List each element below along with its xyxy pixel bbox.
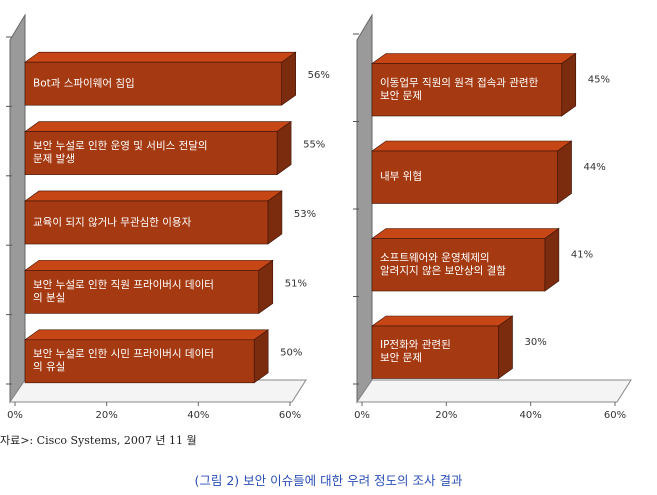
bar-top xyxy=(24,51,297,63)
value-label: 53% xyxy=(294,209,316,220)
value-label: 30% xyxy=(525,337,547,348)
x-tick-label: 0% xyxy=(7,410,23,421)
bar-front xyxy=(371,238,546,292)
value-label: 55% xyxy=(303,139,325,150)
bar-front xyxy=(371,63,563,117)
category-label: 소프트웨어와 운영체제의 알려지지 않은 보안상의 결함 xyxy=(380,251,506,277)
bar-side xyxy=(557,140,572,205)
category-label: Bot과 스파이웨어 침입 xyxy=(33,77,135,90)
x-tick-label: 20% xyxy=(435,410,457,421)
bar-front xyxy=(24,270,260,314)
value-label: 45% xyxy=(588,74,610,85)
floor xyxy=(9,379,307,403)
side-wall xyxy=(356,13,373,404)
x-tick-label: 60% xyxy=(604,410,626,421)
x-tick-label: 20% xyxy=(96,410,118,421)
value-label: 50% xyxy=(280,348,302,359)
side-wall xyxy=(9,13,26,404)
value-label: 44% xyxy=(584,162,606,173)
bar-top xyxy=(371,53,577,64)
bar-front xyxy=(24,200,269,245)
bar-top xyxy=(24,190,283,202)
bar xyxy=(371,315,514,380)
bar xyxy=(24,51,297,106)
category-label: 교육이 되지 않거나 무관심한 이용자 xyxy=(33,216,192,228)
bar xyxy=(24,190,283,245)
bar-side xyxy=(498,315,513,380)
bar xyxy=(24,259,274,314)
bar xyxy=(371,52,577,117)
bar-front xyxy=(24,61,282,106)
bar-top xyxy=(24,329,270,341)
bar-side xyxy=(561,52,577,117)
bar-front xyxy=(371,325,499,379)
bar-top xyxy=(24,260,274,271)
x-tick-label: 40% xyxy=(520,410,542,421)
bar-front xyxy=(371,150,558,204)
bar xyxy=(24,121,293,176)
value-label: 56% xyxy=(308,70,330,81)
category-label: 이동업무 직원의 원격 접속과 관련한 보안 문제 xyxy=(380,76,539,102)
x-tick-label: 60% xyxy=(279,410,301,421)
bar xyxy=(371,227,560,292)
category-label: 내부 위협 xyxy=(380,170,422,183)
bar-top xyxy=(371,315,514,327)
category-label: IP전화와 관련된 보안 문제 xyxy=(380,339,451,365)
bar xyxy=(371,140,573,205)
caption: (그림 2) 보안 이슈들에 대한 우려 정도의 조사 결과 xyxy=(194,473,463,488)
value-label: 51% xyxy=(285,278,307,289)
bar-side xyxy=(544,227,560,292)
x-tick-label: 40% xyxy=(187,410,209,421)
floor xyxy=(356,379,632,403)
bar-front xyxy=(24,339,255,384)
value-label: 41% xyxy=(571,249,593,260)
x-tick-label: 0% xyxy=(354,410,370,421)
bar xyxy=(24,329,270,384)
bar-top xyxy=(371,140,573,152)
bar-top xyxy=(371,228,560,239)
bar-top xyxy=(24,121,293,132)
category-label: 보안 누설로 인한 운영 및 서비스 전달의 문제 발생 xyxy=(33,140,208,166)
bar-front xyxy=(24,131,278,175)
category-label: 보안 누설로 인한 직원 프라이버시 데이터 의 분실 xyxy=(33,278,214,304)
category-label: 보안 누설로 인한 시민 프라이버시 데이터 의 유실 xyxy=(33,348,214,374)
source: 자료>: Cisco Systems, 2007 년 11 월 xyxy=(0,434,197,447)
